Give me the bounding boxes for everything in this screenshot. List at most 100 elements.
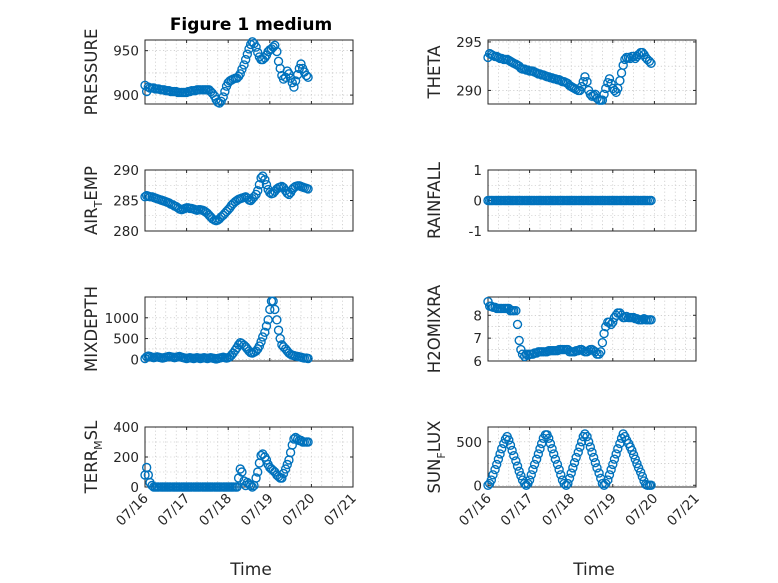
data-point bbox=[566, 468, 576, 478]
data-point bbox=[526, 470, 536, 480]
data-point bbox=[556, 470, 566, 480]
data-point bbox=[563, 478, 573, 489]
data-point bbox=[578, 346, 588, 356]
data-point bbox=[261, 179, 272, 190]
series-markers bbox=[483, 47, 656, 105]
y-axis-label: TERRMSL bbox=[82, 420, 105, 494]
data-point bbox=[289, 434, 299, 444]
data-point bbox=[488, 470, 498, 480]
data-point bbox=[303, 353, 313, 364]
data-point bbox=[594, 349, 604, 359]
data-point bbox=[260, 175, 270, 185]
data-point bbox=[635, 467, 646, 477]
series-markers bbox=[140, 37, 313, 108]
y-axis-label: SUNFLUX bbox=[425, 421, 448, 494]
y-tick-label: 900 bbox=[113, 88, 139, 104]
data-point bbox=[278, 468, 289, 479]
axes-frame bbox=[144, 296, 354, 362]
data-point bbox=[571, 452, 581, 463]
data-point bbox=[237, 467, 247, 477]
y-tick-label: 500 bbox=[456, 435, 482, 451]
data-point bbox=[495, 449, 505, 459]
data-point bbox=[253, 186, 263, 196]
data-point bbox=[599, 89, 609, 100]
data-point bbox=[260, 327, 270, 338]
data-point bbox=[272, 315, 282, 325]
data-point bbox=[627, 445, 637, 456]
data-point bbox=[578, 76, 588, 87]
data-point bbox=[609, 454, 620, 464]
data-point bbox=[528, 464, 538, 475]
y-axis-label-main: TERR bbox=[82, 450, 101, 494]
y-tick-label: 0 bbox=[473, 478, 482, 494]
y-tick-label: 295 bbox=[456, 35, 482, 51]
y-tick-label: 500 bbox=[113, 332, 139, 348]
data-point bbox=[592, 463, 602, 473]
data-point bbox=[601, 83, 611, 94]
data-point bbox=[516, 470, 526, 481]
y-tick-label: 200 bbox=[113, 450, 139, 466]
data-point bbox=[497, 444, 507, 454]
data-point bbox=[588, 452, 599, 463]
data-point bbox=[524, 475, 535, 485]
y-axis-label: PRESSURE bbox=[82, 29, 101, 116]
series-markers bbox=[140, 432, 313, 492]
data-point bbox=[303, 437, 313, 447]
data-point bbox=[511, 306, 521, 316]
y-axis-label: AIRTEMP bbox=[82, 166, 105, 235]
data-point bbox=[599, 328, 609, 339]
data-point bbox=[620, 312, 630, 323]
data-point bbox=[608, 459, 618, 470]
data-point bbox=[505, 440, 516, 450]
data-point bbox=[261, 455, 272, 465]
data-point bbox=[637, 471, 648, 482]
data-point bbox=[594, 468, 604, 478]
data-point bbox=[585, 442, 596, 452]
series-markers bbox=[140, 171, 313, 226]
data-point bbox=[535, 444, 545, 454]
data-point bbox=[284, 69, 294, 79]
data-point bbox=[140, 192, 150, 202]
data-point bbox=[251, 42, 261, 52]
y-tick-label: 950 bbox=[113, 44, 139, 60]
y-tick-label: 0 bbox=[130, 480, 139, 496]
data-point bbox=[550, 454, 561, 464]
data-point bbox=[256, 337, 266, 347]
y-axis-label-main: RAINFALL bbox=[425, 161, 444, 239]
axes-frame bbox=[487, 39, 697, 105]
data-point bbox=[265, 187, 275, 198]
data-point bbox=[516, 344, 526, 355]
data-point bbox=[575, 442, 585, 452]
data-point bbox=[547, 444, 557, 454]
data-point bbox=[235, 69, 245, 79]
data-point bbox=[239, 60, 249, 70]
data-point bbox=[576, 81, 587, 92]
data-point bbox=[282, 459, 292, 470]
data-point bbox=[254, 179, 265, 190]
data-point bbox=[512, 461, 523, 471]
data-point bbox=[582, 76, 592, 87]
y-axis-label-rest: LUX bbox=[425, 421, 444, 453]
y-axis-label-main: THETA bbox=[425, 45, 444, 100]
y-tick-label: 7 bbox=[473, 331, 482, 347]
data-point bbox=[552, 459, 563, 470]
y-axis-label-main: AIR bbox=[82, 207, 101, 235]
subplot-2: 290 295 THETA bbox=[425, 35, 697, 105]
data-point bbox=[596, 347, 606, 357]
data-point bbox=[220, 86, 230, 97]
y-axis-label-main: SUN bbox=[425, 459, 444, 494]
data-point bbox=[492, 459, 502, 470]
series-markers bbox=[140, 296, 313, 364]
subplot-3: 280 285 290 AIRTEMP bbox=[82, 163, 354, 240]
series-markers bbox=[483, 195, 656, 206]
data-point bbox=[251, 473, 261, 483]
y-axis-label-subscript: T bbox=[92, 200, 105, 208]
data-point bbox=[646, 480, 656, 490]
subplot-1: 900 950 PRESSURE bbox=[82, 29, 354, 116]
data-point bbox=[628, 51, 639, 62]
data-point bbox=[254, 341, 265, 351]
data-point bbox=[580, 429, 590, 439]
y-tick-label: 1000 bbox=[105, 311, 139, 327]
